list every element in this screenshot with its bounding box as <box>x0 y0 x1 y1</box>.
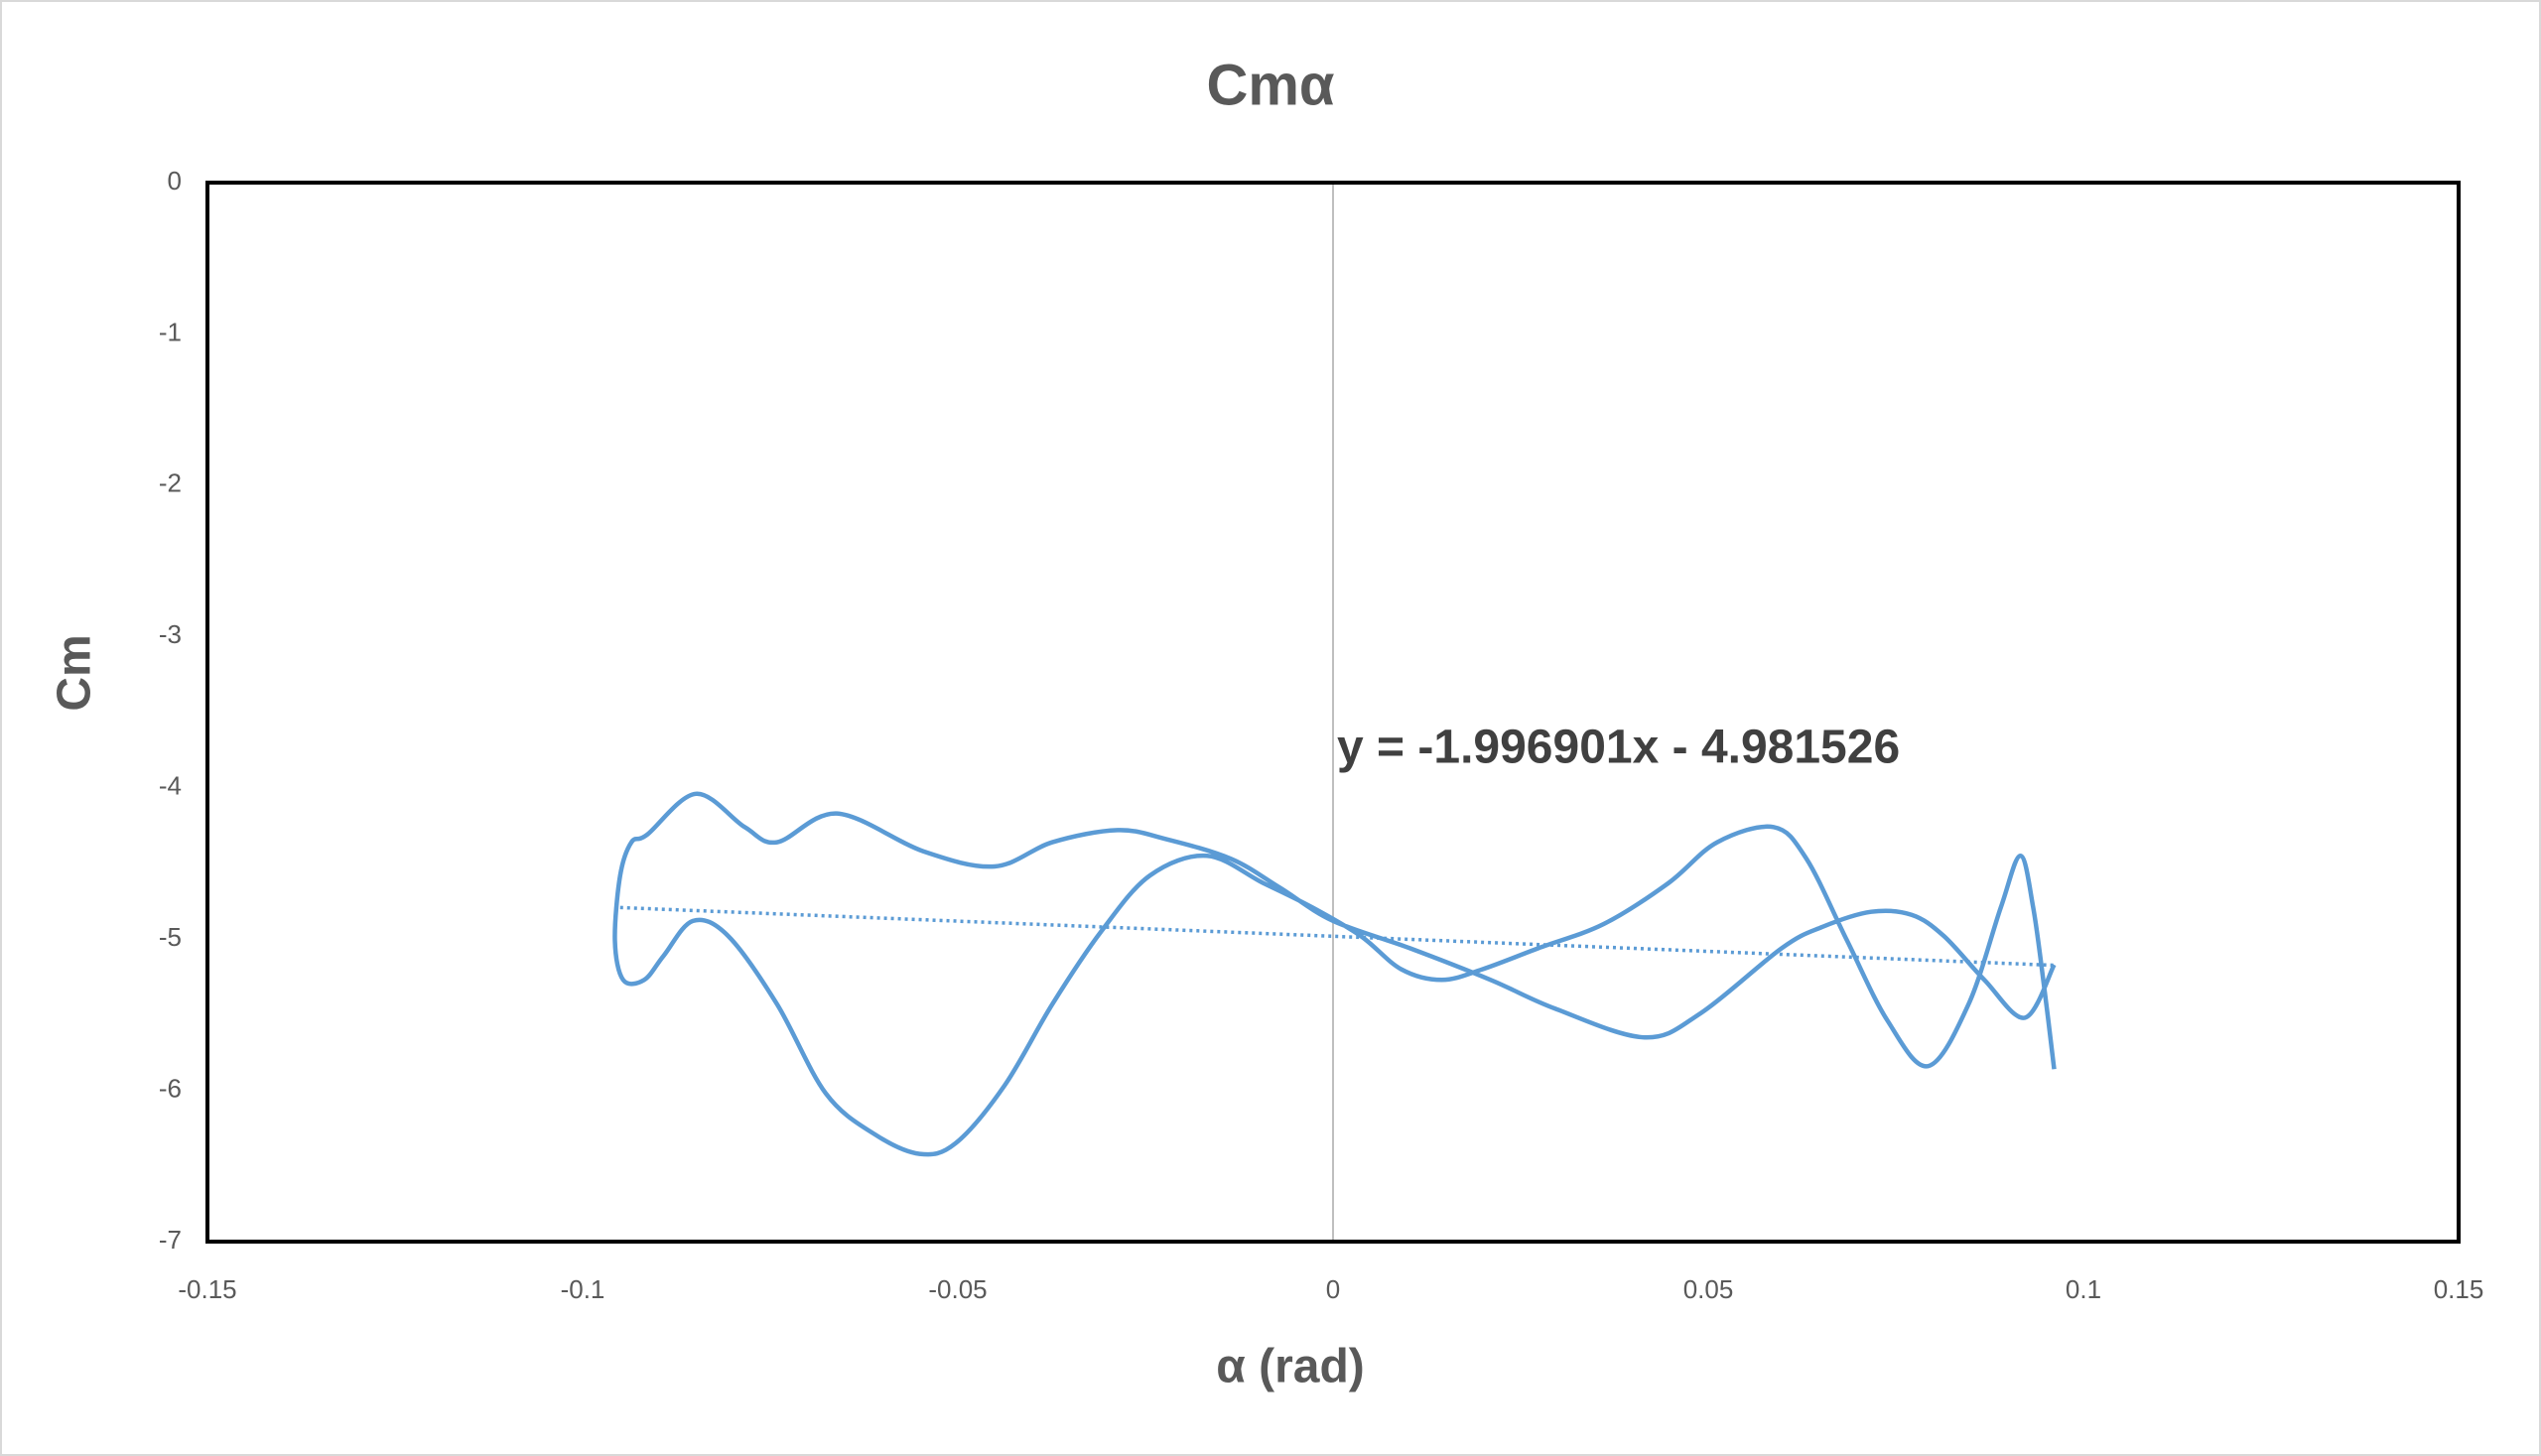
y-tick-label: -7 <box>159 1225 182 1255</box>
data-line <box>612 791 2057 1157</box>
y-tick-label: -6 <box>159 1073 182 1103</box>
x-tick-label: -0.1 <box>561 1274 605 1304</box>
x-tick-label: -0.15 <box>178 1274 236 1304</box>
trendline-equation: y = -1.996901x - 4.981526 <box>1337 722 1900 774</box>
x-tick-label: 0.1 <box>2066 1274 2101 1304</box>
y-axis-title: Cm <box>49 634 101 711</box>
x-tick-label: 0.05 <box>1683 1274 1734 1304</box>
y-tick-label: -1 <box>159 317 182 346</box>
x-tick-label: 0.15 <box>2434 1274 2484 1304</box>
x-tick-label: -0.05 <box>928 1274 987 1304</box>
y-tick-label: -3 <box>159 619 182 649</box>
x-tick-label: 0 <box>1326 1274 1340 1304</box>
y-tick-label: 0 <box>168 166 182 196</box>
plot-area <box>205 181 2461 1244</box>
x-axis-title: α (rad) <box>1216 1341 1365 1393</box>
y-tick-label: -5 <box>159 922 182 952</box>
y-tick-label: -2 <box>159 468 182 498</box>
y-tick-label: -4 <box>159 771 182 801</box>
trendline <box>619 905 2054 968</box>
chart-title: Cmα <box>1206 53 1334 117</box>
